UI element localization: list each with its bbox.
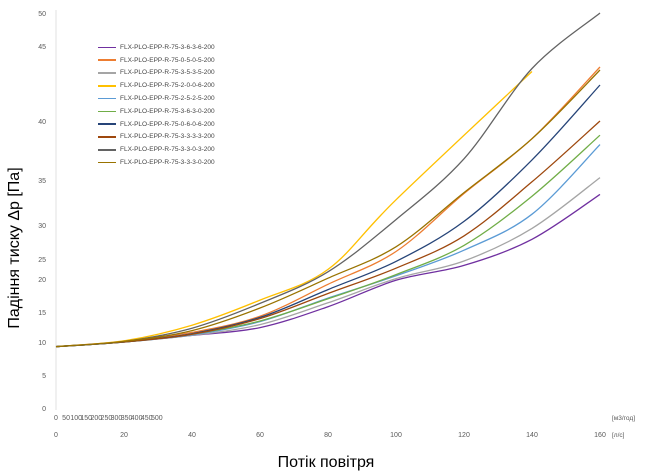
y-tick-label: 5 bbox=[42, 373, 46, 380]
x-tick-label-top: 200 bbox=[90, 415, 102, 422]
legend-item: FLX-PLO-EPP-R-75-3-3-3-0-200 bbox=[98, 156, 215, 169]
legend-swatch bbox=[98, 148, 116, 151]
y-tick-label: 35 bbox=[38, 178, 46, 185]
legend-label: FLX-PLO-EPP-R-75-3-3-0-3-200 bbox=[120, 146, 215, 154]
x-tick-label-bottom: 60 bbox=[256, 432, 264, 439]
x-tick-label-bottom: 20 bbox=[120, 432, 128, 439]
x-tick-label-top: 100 bbox=[70, 415, 82, 422]
legend-swatch bbox=[98, 46, 116, 49]
legend-item: FLX-PLO-EPP-R-75-2-5-2-5-200 bbox=[98, 92, 215, 105]
x-tick-label-top: 150 bbox=[80, 415, 92, 422]
legend-label: FLX-PLO-EPP-R-75-0-5-0-5-200 bbox=[120, 56, 215, 64]
legend-swatch bbox=[98, 123, 116, 125]
legend-label: FLX-PLO-EPP-R-75-3-6-3-0-200 bbox=[120, 107, 215, 115]
y-tick-label: 40 bbox=[38, 119, 46, 126]
legend-label: FLX-PLO-EPP-R-75-3-6-3-6-200 bbox=[120, 43, 215, 51]
legend-label: FLX-PLO-EPP-R-75-2-5-2-5-200 bbox=[120, 95, 215, 103]
x-tick-label-bottom: 140 bbox=[526, 432, 538, 439]
legend-swatch bbox=[98, 59, 116, 61]
y-tick-label: 20 bbox=[38, 277, 46, 284]
legend-swatch bbox=[98, 110, 116, 113]
x-unit-bottom: [л/с] bbox=[612, 432, 625, 439]
x-unit-top: [м3/год] bbox=[612, 415, 635, 422]
legend-label: FLX-PLO-EPP-R-75-3-5-3-5-200 bbox=[120, 69, 215, 77]
y-axis-label-box: Падіння тиску Δp [Па] bbox=[4, 148, 26, 348]
legend-label: FLX-PLO-EPP-R-75-3-3-3-3-200 bbox=[120, 133, 215, 141]
series-line-9 bbox=[55, 12, 601, 348]
legend-item: FLX-PLO-EPP-R-75-0-6-0-6-200 bbox=[98, 118, 215, 131]
x-tick-label-top: 250 bbox=[101, 415, 113, 422]
x-tick-label-bottom: 0 bbox=[54, 432, 58, 439]
legend-label: FLX-PLO-EPP-R-75-0-6-0-6-200 bbox=[120, 120, 215, 128]
y-tick-label: 0 bbox=[42, 406, 46, 413]
legend-item: FLX-PLO-EPP-R-75-3-3-3-3-200 bbox=[98, 131, 215, 144]
series-line-8 bbox=[55, 120, 601, 348]
legend-swatch bbox=[98, 161, 116, 164]
legend-item: FLX-PLO-EPP-R-75-0-5-0-5-200 bbox=[98, 54, 215, 67]
legend-item: FLX-PLO-EPP-R-75-3-3-0-3-200 bbox=[98, 143, 215, 156]
x-tick-label-bottom: 100 bbox=[390, 432, 402, 439]
x-tick-label-top: 400 bbox=[131, 415, 143, 422]
y-tick-label: 50 bbox=[38, 11, 46, 18]
x-tick-label-top: 500 bbox=[151, 415, 163, 422]
legend-item: FLX-PLO-EPP-R-75-3-6-3-0-200 bbox=[98, 105, 215, 118]
legend-item: FLX-PLO-EPP-R-75-2-0-0-6-200 bbox=[98, 79, 215, 92]
legend-swatch bbox=[98, 136, 116, 138]
legend-swatch bbox=[98, 84, 116, 87]
x-tick-label-top: 450 bbox=[141, 415, 153, 422]
legend-swatch bbox=[98, 72, 116, 74]
x-tick-label-bottom: 40 bbox=[188, 432, 196, 439]
y-tick-label: 25 bbox=[38, 257, 46, 264]
y-axis-label: Падіння тиску Δp [Па] bbox=[6, 167, 23, 329]
x-tick-label-bottom: 120 bbox=[458, 432, 470, 439]
x-tick-label-top: 50 bbox=[62, 415, 70, 422]
y-tick-label: 45 bbox=[38, 44, 46, 51]
legend-item: FLX-PLO-EPP-R-75-3-5-3-5-200 bbox=[98, 67, 215, 80]
y-tick-label: 15 bbox=[38, 310, 46, 317]
legend-label: FLX-PLO-EPP-R-75-2-0-0-6-200 bbox=[120, 82, 215, 90]
x-tick-label-top: 350 bbox=[121, 415, 133, 422]
x-axis-label: Потік повітря bbox=[277, 454, 375, 471]
x-tick-label-top: 0 bbox=[54, 415, 58, 422]
y-tick-label: 10 bbox=[38, 340, 46, 347]
legend: FLX-PLO-EPP-R-75-3-6-3-6-200 FLX-PLO-EPP-… bbox=[98, 41, 215, 169]
x-tick-label-bottom: 160 bbox=[594, 432, 606, 439]
series-line-1 bbox=[55, 193, 601, 348]
legend-item: FLX-PLO-EPP-R-75-3-6-3-6-200 bbox=[98, 41, 215, 54]
legend-label: FLX-PLO-EPP-R-75-3-3-3-0-200 bbox=[120, 159, 215, 167]
series-line-10 bbox=[55, 69, 601, 348]
y-tick-label: 30 bbox=[38, 223, 46, 230]
x-tick-label-top: 300 bbox=[111, 415, 123, 422]
legend-swatch bbox=[98, 97, 116, 100]
x-tick-label-bottom: 80 bbox=[324, 432, 332, 439]
series-lines bbox=[55, 12, 601, 348]
series-line-3 bbox=[55, 177, 601, 348]
